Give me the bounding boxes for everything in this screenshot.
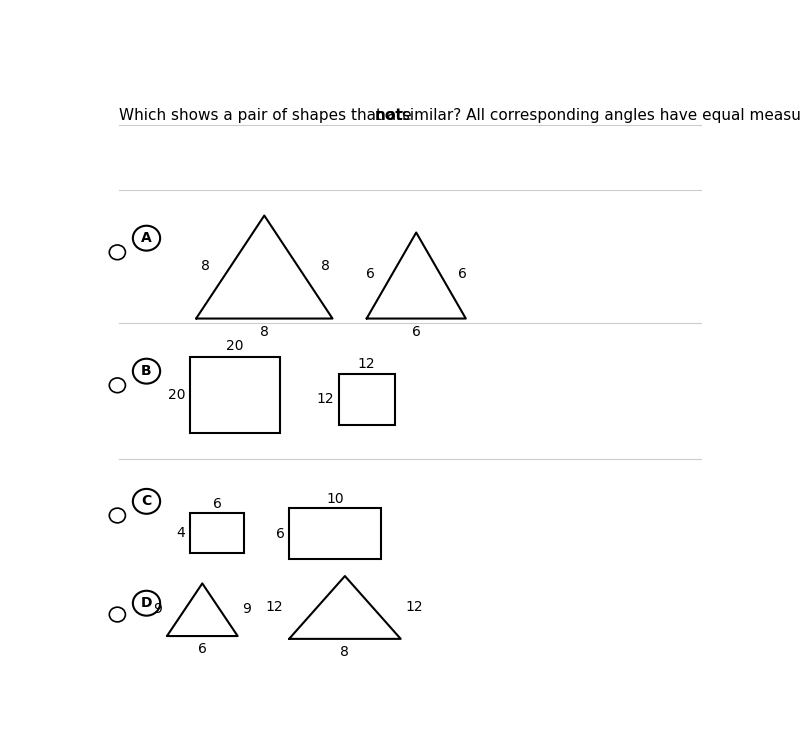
Bar [289, 508, 381, 559]
Bar [190, 513, 245, 553]
Text: 4: 4 [177, 526, 186, 540]
Text: 9: 9 [153, 603, 162, 617]
Text: 12: 12 [266, 600, 283, 614]
Text: 8: 8 [202, 259, 210, 273]
Text: not: not [374, 108, 403, 123]
Text: B: B [141, 364, 152, 379]
Text: 12: 12 [405, 600, 422, 614]
Text: 6: 6 [198, 642, 206, 656]
Text: 20: 20 [226, 339, 244, 353]
Text: A: A [141, 232, 152, 245]
Bar [338, 374, 394, 425]
Text: 12: 12 [317, 392, 334, 406]
Text: 10: 10 [326, 492, 344, 506]
Text: 9: 9 [242, 603, 251, 617]
Text: D: D [141, 596, 152, 610]
Text: 6: 6 [366, 267, 375, 281]
Text: C: C [142, 495, 152, 509]
Text: 6: 6 [276, 526, 285, 541]
Text: 6: 6 [213, 497, 222, 511]
Text: 8: 8 [260, 326, 269, 340]
Text: 20: 20 [168, 388, 186, 402]
Text: 6: 6 [458, 267, 467, 281]
Text: 6: 6 [412, 326, 421, 340]
Bar [190, 357, 280, 434]
Text: Which shows a pair of shapes that are: Which shows a pair of shapes that are [118, 108, 416, 123]
Text: 12: 12 [358, 357, 375, 371]
Text: similar? All corresponding angles have equal measure.: similar? All corresponding angles have e… [397, 108, 800, 123]
Text: 8: 8 [321, 259, 330, 273]
Text: 8: 8 [341, 645, 350, 659]
